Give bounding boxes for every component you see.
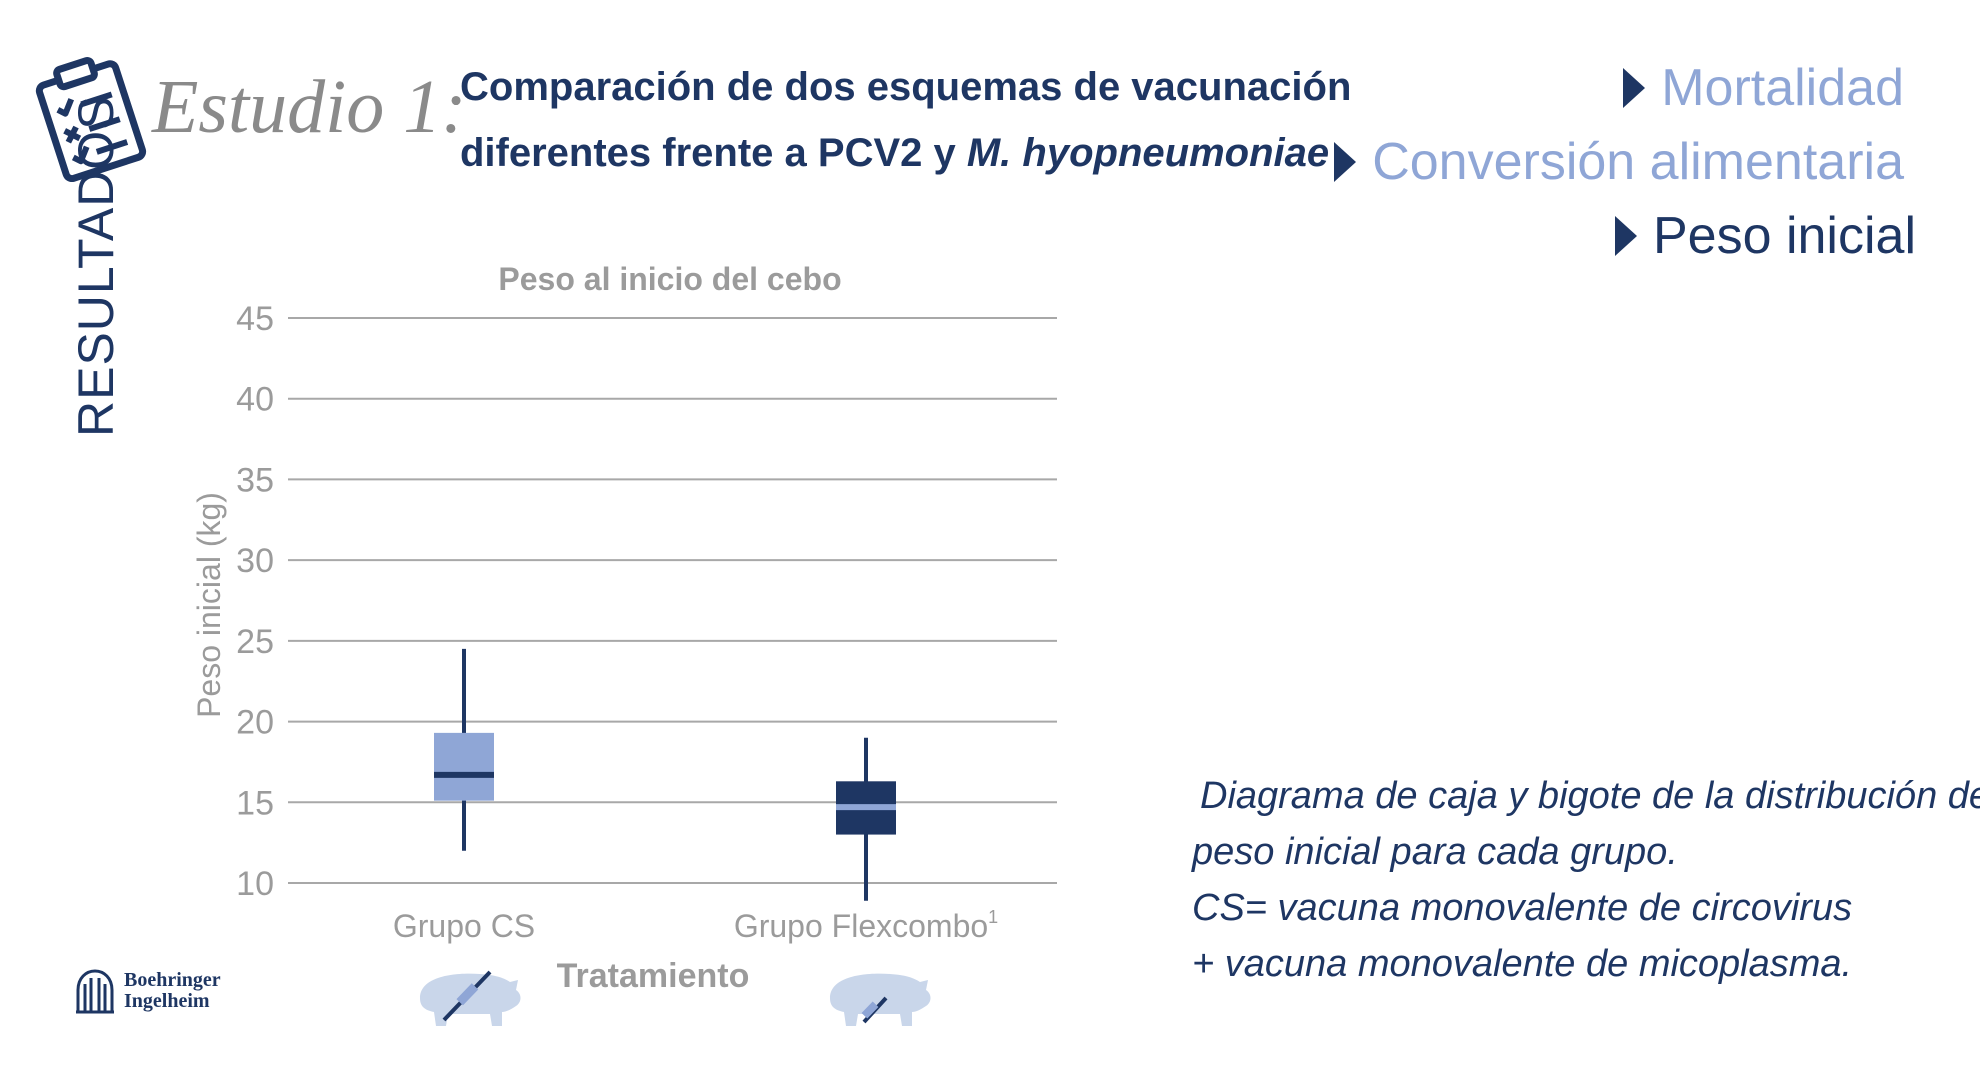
logo-line2: Ingelheim	[124, 990, 210, 1012]
nav-item-mortalidad[interactable]: Mortalidad	[1623, 58, 1904, 118]
caption-line: + vacuna monovalente de micoplasma.	[1192, 943, 1853, 985]
x-tick-label-text: Grupo Flexcombo	[734, 908, 988, 944]
y-tick-labels: 10 15 20 25 30 35 40 45	[236, 300, 274, 903]
study-title-line2-plain: diferentes frente a PCV2 y	[460, 131, 967, 175]
y-tick-label: 40	[236, 381, 274, 419]
x-tick-label-superscript: 1	[988, 907, 998, 927]
y-tick-label: 25	[236, 623, 274, 661]
caption-line: Diagrama de caja y bigote de la distribu…	[1200, 775, 1980, 817]
nav-item-peso-inicial[interactable]: Peso inicial	[1614, 206, 1916, 266]
nav-item-label: Mortalidad	[1661, 59, 1904, 117]
play-triangle-icon	[1614, 216, 1637, 256]
clipboard-checklist-icon	[35, 57, 147, 182]
y-tick-label: 15	[236, 784, 274, 822]
y-tick-label: 45	[236, 300, 274, 338]
box-grupo-flexcombo	[836, 737, 896, 901]
chart-title: Peso al inicio del cebo	[498, 261, 841, 297]
y-tick-label: 10	[236, 865, 274, 903]
caption-line: peso inicial para cada grupo.	[1192, 831, 1678, 873]
y-tick-label: 20	[236, 704, 274, 742]
y-tick-label: 30	[236, 542, 274, 580]
x-axis-label: Tratamiento	[557, 957, 750, 995]
boxes	[434, 648, 896, 901]
figure-caption: Diagrama de caja y bigote de la distribu…	[1192, 768, 1980, 992]
play-triangle-icon	[1623, 68, 1646, 108]
y-tick-label: 35	[236, 461, 274, 499]
nav-item-label: Peso inicial	[1652, 207, 1916, 265]
grid-lines	[288, 317, 1057, 884]
study-label: Estudio 1:	[152, 65, 467, 149]
nav-item-conversion-alimentaria[interactable]: Conversión alimentaria	[1334, 132, 1904, 192]
x-tick-label-grupo-cs: Grupo CS	[393, 908, 535, 944]
study-title-line1: Comparación de dos esquemas de vacunació…	[460, 65, 1352, 109]
y-axis-label: Peso inicial (kg)	[191, 492, 227, 718]
logo-line1: Boehringer	[124, 969, 221, 991]
x-tick-label-text: Grupo CS	[393, 908, 535, 944]
play-triangle-icon	[1334, 142, 1357, 182]
logo-emblem-icon	[76, 969, 114, 1014]
iqr-box	[434, 732, 494, 801]
logo-text: Boehringer Ingelheim	[124, 970, 221, 1012]
pig-syringe-icon	[830, 973, 931, 1026]
study-title: Comparación de dos esquemas de vacunació…	[460, 54, 1360, 186]
box-grupo-cs	[434, 648, 494, 851]
x-tick-label-grupo-flexcombo: Grupo Flexcombo1	[734, 907, 998, 944]
pig-syringe-icon	[420, 970, 521, 1026]
nav-item-label: Conversión alimentaria	[1372, 133, 1904, 191]
boehringer-ingelheim-logo: Boehringer Ingelheim	[74, 968, 221, 1014]
caption-line: CS= vacuna monovalente de circovirus	[1192, 887, 1853, 929]
study-title-line2-italic: M. hyopneumoniae	[966, 131, 1330, 175]
study-title-line2: diferentes frente a PCV2 y M. hyopneumon…	[460, 120, 1360, 186]
